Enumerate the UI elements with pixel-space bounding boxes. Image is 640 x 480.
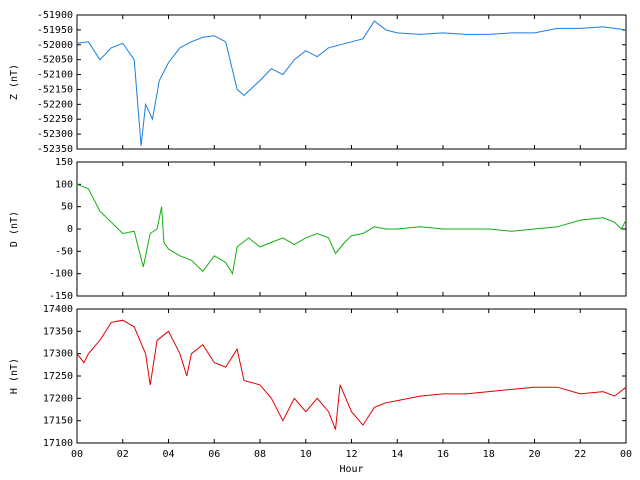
x-tick-label: 20 <box>528 449 540 460</box>
x-tick-label: 22 <box>574 449 586 460</box>
y-tick-label: -52100 <box>37 70 73 81</box>
y-tick-label: -52300 <box>37 129 73 140</box>
y-tick-label: 17150 <box>43 416 73 427</box>
x-tick-label: 08 <box>254 449 266 460</box>
y-axis-label: Z (nT) <box>9 64 20 100</box>
x-tick-label: 00 <box>71 449 83 460</box>
x-tick-label: 04 <box>162 449 174 460</box>
y-axis-label: D (nT) <box>9 211 20 247</box>
y-tick-label: 150 <box>55 157 73 168</box>
x-tick-label: 10 <box>300 449 312 460</box>
data-line <box>76 319 627 430</box>
y-axis-label: H (nT) <box>9 358 20 394</box>
y-tick-label: -52200 <box>37 99 73 110</box>
y-tick-label: -52050 <box>37 55 73 66</box>
y-tick-label: 17350 <box>43 326 73 337</box>
plot-frame <box>76 161 627 297</box>
x-tick-label: 16 <box>437 449 449 460</box>
data-line <box>76 20 627 147</box>
y-tick-label: 0 <box>67 224 73 235</box>
x-tick-label: 00 <box>620 449 632 460</box>
y-tick-label: 17250 <box>43 371 73 382</box>
x-tick-label: 06 <box>208 449 220 460</box>
plot-frame <box>76 308 627 444</box>
y-tick-label: -52250 <box>37 114 73 125</box>
y-tick-label: -51900 <box>37 10 73 21</box>
y-tick-label: -51950 <box>37 25 73 36</box>
x-axis-label: Hour <box>339 464 363 475</box>
y-tick-label: -52150 <box>37 84 73 95</box>
x-tick-label: 02 <box>117 449 129 460</box>
y-tick-label: 17400 <box>43 304 73 315</box>
data-line <box>76 183 627 276</box>
y-tick-label: -150 <box>49 291 73 302</box>
y-tick-label: -100 <box>49 269 73 280</box>
y-tick-label: -50 <box>55 246 73 257</box>
y-tick-label: 50 <box>61 202 73 213</box>
y-tick-label: 17100 <box>43 438 73 449</box>
y-tick-label: 17200 <box>43 393 73 404</box>
y-tick-label: 17300 <box>43 349 73 360</box>
y-tick-label: -52350 <box>37 144 73 155</box>
y-tick-label: -52000 <box>37 40 73 51</box>
x-tick-label: 18 <box>483 449 495 460</box>
x-tick-label: 14 <box>391 449 403 460</box>
x-tick-label: 12 <box>345 449 357 460</box>
y-tick-label: 100 <box>55 179 73 190</box>
